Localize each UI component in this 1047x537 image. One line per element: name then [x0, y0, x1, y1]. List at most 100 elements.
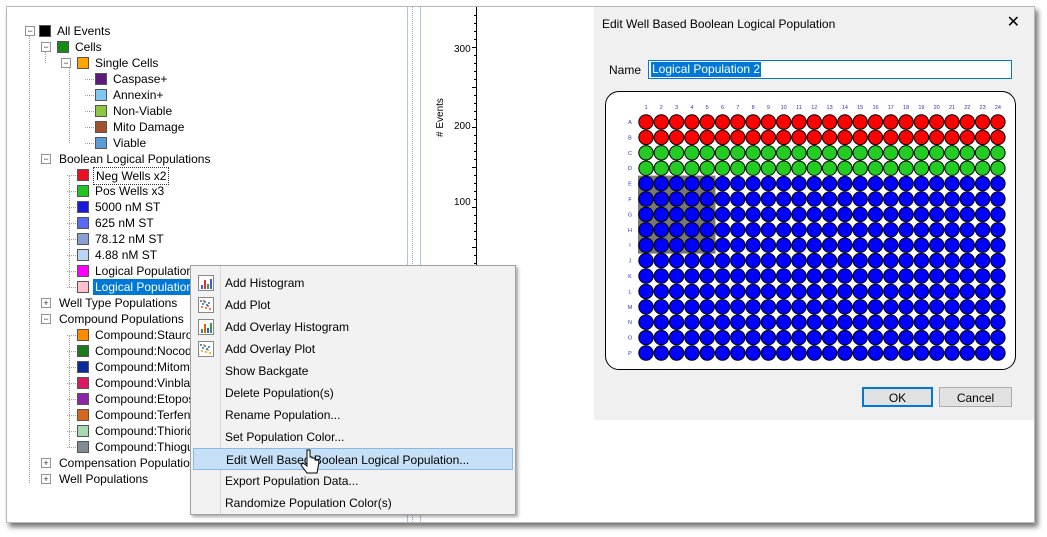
well-N13[interactable]: [821, 314, 838, 330]
well-A6[interactable]: [714, 114, 731, 130]
well-M10[interactable]: [776, 299, 792, 315]
well-B10[interactable]: [776, 129, 792, 146]
well-I21[interactable]: [944, 237, 960, 253]
well-D20[interactable]: [929, 160, 945, 176]
well-L23[interactable]: [974, 283, 991, 300]
well-N17[interactable]: [883, 314, 899, 330]
well-M1[interactable]: [638, 299, 654, 315]
well-F23[interactable]: [974, 191, 991, 207]
well-D16[interactable]: [867, 160, 884, 176]
well-J2[interactable]: [653, 252, 669, 269]
well-P9[interactable]: [760, 345, 777, 361]
well-H23[interactable]: [974, 222, 991, 238]
well-I24[interactable]: [990, 237, 1006, 253]
well-O10[interactable]: [776, 329, 792, 346]
well-O24[interactable]: [990, 329, 1006, 346]
well-P17[interactable]: [883, 345, 899, 361]
well-B4[interactable]: [684, 129, 700, 146]
well-L10[interactable]: [776, 283, 792, 300]
well-I1[interactable]: [638, 237, 654, 253]
well-J5[interactable]: [699, 252, 715, 269]
well-O19[interactable]: [913, 329, 930, 346]
well-F20[interactable]: [929, 191, 945, 207]
well-H6[interactable]: [714, 222, 731, 238]
well-M24[interactable]: [990, 299, 1006, 315]
well-P21[interactable]: [944, 345, 960, 361]
well-G24[interactable]: [990, 206, 1006, 223]
well-O16[interactable]: [867, 329, 884, 346]
well-B13[interactable]: [821, 129, 838, 146]
well-H14[interactable]: [837, 222, 853, 238]
well-P2[interactable]: [653, 345, 669, 361]
well-E16[interactable]: [867, 175, 884, 192]
well-O11[interactable]: [791, 329, 807, 346]
well-F7[interactable]: [730, 191, 746, 207]
well-D24[interactable]: [990, 160, 1006, 176]
menu-item-export-population-data[interactable]: Export Population Data...: [193, 470, 513, 492]
well-D21[interactable]: [944, 160, 960, 176]
menu-item-add-plot[interactable]: Add Plot: [193, 294, 513, 316]
well-P23[interactable]: [974, 345, 991, 361]
expand-icon[interactable]: +: [41, 458, 51, 468]
well-L9[interactable]: [760, 283, 777, 300]
well-C12[interactable]: [806, 145, 823, 161]
well-B5[interactable]: [699, 129, 715, 146]
well-H24[interactable]: [990, 222, 1006, 238]
well-K10[interactable]: [776, 268, 792, 284]
well-B1[interactable]: [638, 129, 654, 146]
well-K14[interactable]: [837, 268, 853, 284]
well-G13[interactable]: [821, 206, 838, 223]
well-P13[interactable]: [821, 345, 838, 361]
well-G5[interactable]: [699, 206, 715, 223]
well-C18[interactable]: [898, 145, 914, 161]
well-L2[interactable]: [653, 283, 669, 300]
well-J23[interactable]: [974, 252, 991, 269]
well-M19[interactable]: [913, 299, 930, 315]
well-P24[interactable]: [990, 345, 1006, 361]
well-C14[interactable]: [837, 145, 853, 161]
well-P5[interactable]: [699, 345, 715, 361]
well-D11[interactable]: [791, 160, 807, 176]
menu-item-edit-well-based-boolean-logical-population[interactable]: Edit Well Based Boolean Logical Populati…: [193, 448, 513, 470]
well-F6[interactable]: [714, 191, 731, 207]
well-D15[interactable]: [852, 160, 868, 176]
well-L5[interactable]: [699, 283, 715, 300]
well-D14[interactable]: [837, 160, 853, 176]
well-H4[interactable]: [684, 222, 700, 238]
well-E8[interactable]: [745, 175, 761, 192]
well-M16[interactable]: [867, 299, 884, 315]
well-G10[interactable]: [776, 206, 792, 223]
well-A17[interactable]: [883, 114, 899, 130]
well-F15[interactable]: [852, 191, 868, 207]
well-D17[interactable]: [883, 160, 899, 176]
well-M14[interactable]: [837, 299, 853, 315]
well-J8[interactable]: [745, 252, 761, 269]
well-J17[interactable]: [883, 252, 899, 269]
well-N20[interactable]: [929, 314, 945, 330]
well-E6[interactable]: [714, 175, 731, 192]
well-J18[interactable]: [898, 252, 914, 269]
well-N18[interactable]: [898, 314, 914, 330]
well-F12[interactable]: [806, 191, 823, 207]
well-D7[interactable]: [730, 160, 746, 176]
well-H12[interactable]: [806, 222, 823, 238]
well-plate-grid[interactable]: 1 2 3 4 5 6 7 8 9 10 11 12 13 14 15 16 17 18 19 20 21 22 23 24A…: [606, 92, 1015, 369]
well-J24[interactable]: [990, 252, 1006, 269]
well-G18[interactable]: [898, 206, 914, 223]
well-H21[interactable]: [944, 222, 960, 238]
well-E1[interactable]: [638, 175, 654, 192]
well-E10[interactable]: [776, 175, 792, 192]
well-L8[interactable]: [745, 283, 761, 300]
well-E4[interactable]: [684, 175, 700, 192]
well-M4[interactable]: [684, 299, 700, 315]
well-J4[interactable]: [684, 252, 700, 269]
well-K24[interactable]: [990, 268, 1006, 284]
well-L22[interactable]: [959, 283, 975, 300]
well-E15[interactable]: [852, 175, 868, 192]
well-K21[interactable]: [944, 268, 960, 284]
well-F8[interactable]: [745, 191, 761, 207]
well-B15[interactable]: [852, 129, 868, 146]
well-D18[interactable]: [898, 160, 914, 176]
well-J14[interactable]: [837, 252, 853, 269]
well-D9[interactable]: [760, 160, 777, 176]
